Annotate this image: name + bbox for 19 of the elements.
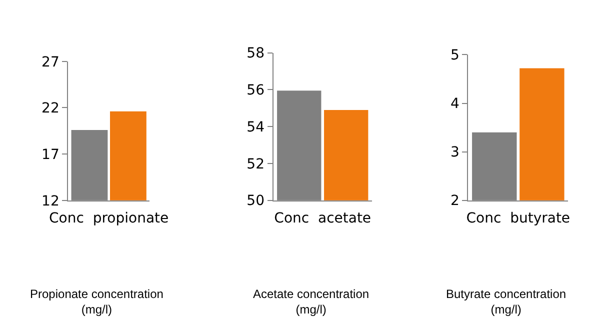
y-tick-label: 4 (450, 96, 460, 112)
text: Propionate concentration (mg/l) (30, 287, 164, 317)
y-tick-label: 50 (246, 193, 264, 210)
text: Butyrate concentration (mg/l) (446, 287, 566, 317)
y-tick-label: 54 (246, 119, 265, 136)
x-axis-title: Conc butyrate (466, 210, 570, 227)
y-tick-label: 5 (450, 48, 460, 64)
y-tick-label: 52 (246, 156, 264, 172)
y-tick-label: 12 (42, 193, 60, 210)
y-tick-label: 2 (450, 193, 460, 210)
y-tick-label: 27 (42, 54, 60, 70)
y-tick-label: 17 (42, 146, 60, 163)
y-tick-label: 22 (42, 100, 60, 117)
y-tick-label: 3 (450, 144, 460, 161)
text: Acetate concentration (mg/l) (253, 287, 370, 317)
y-tick-label: 58 (246, 46, 264, 62)
x-axis-title: Conc propionate (49, 210, 169, 227)
y-tick-label: 56 (246, 82, 265, 99)
x-axis-title: Conc acetate (274, 210, 372, 227)
